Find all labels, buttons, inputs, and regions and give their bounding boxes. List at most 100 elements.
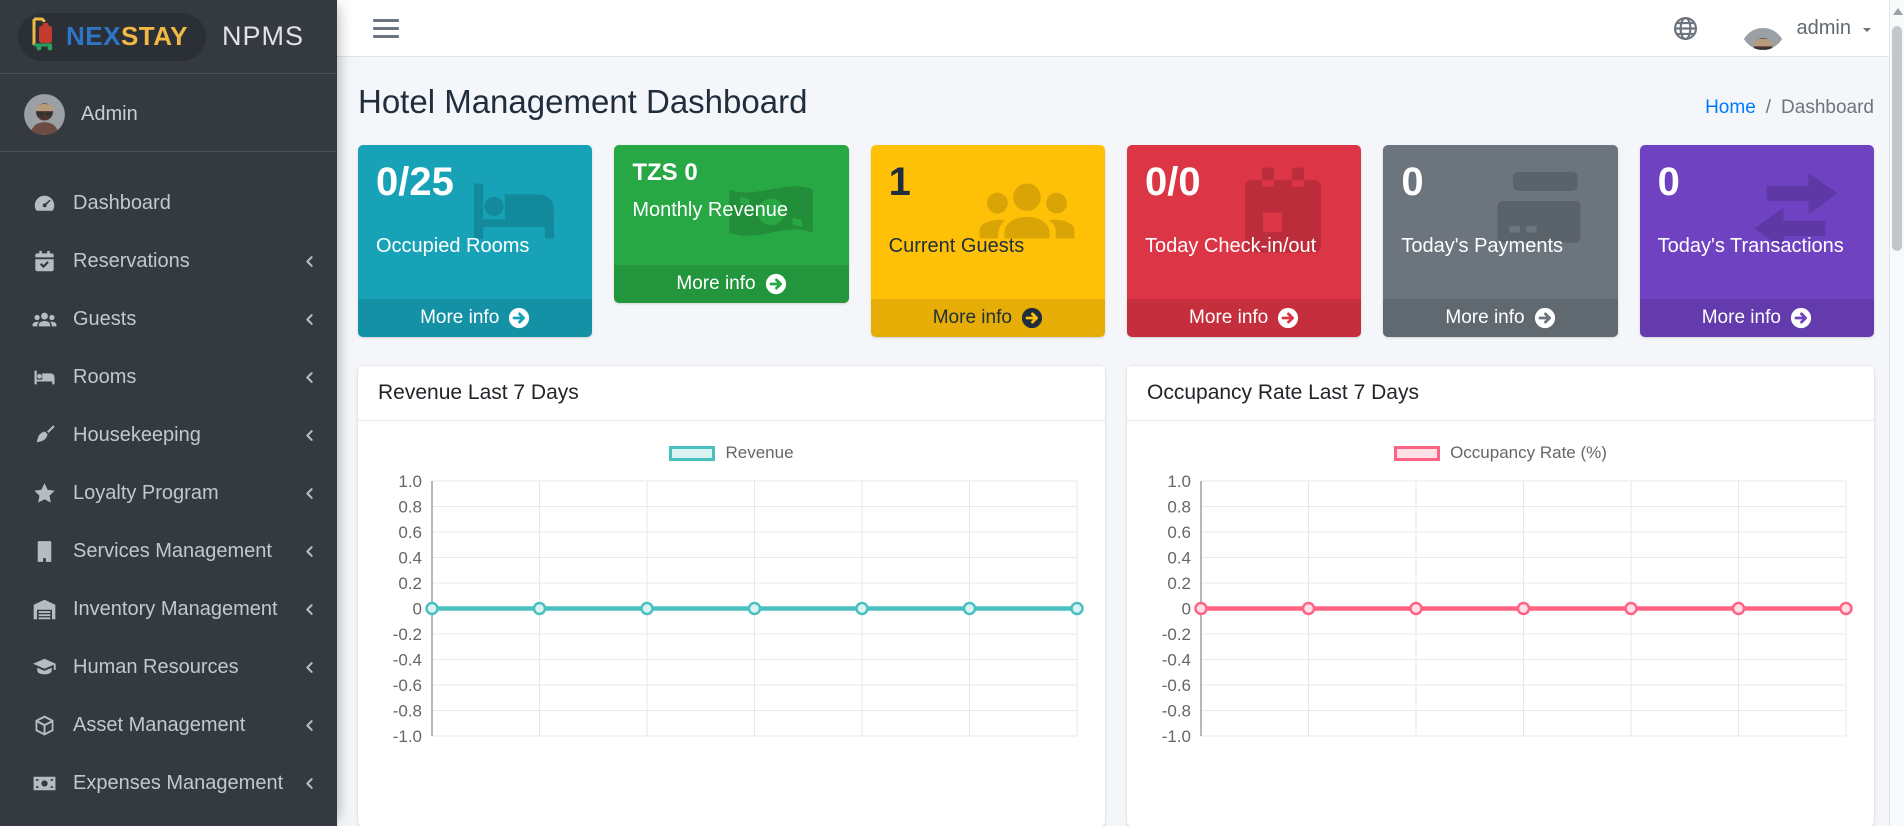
svg-text:0.8: 0.8 [398, 498, 422, 517]
calendar-check-icon [32, 249, 57, 274]
svg-text:0: 0 [1182, 600, 1191, 619]
chevron-left-icon [302, 544, 317, 559]
occupancy-chart-card: Occupancy Rate Last 7 Days Occupancy Rat… [1127, 366, 1874, 826]
vertical-scrollbar[interactable] [1889, 0, 1904, 826]
chevron-left-icon [302, 776, 317, 791]
user-menu[interactable]: admin [1740, 6, 1874, 50]
nexstay-logo: NEXSTAY [18, 12, 206, 61]
chevron-left-icon [302, 370, 317, 385]
chevron-left-icon [302, 660, 317, 675]
caret-down-icon [1860, 23, 1874, 37]
top-navbar: admin [337, 0, 1904, 57]
arrow-circle-right-icon [765, 273, 787, 295]
info-box-value: 0/25 [376, 160, 454, 204]
info-box-label: Occupied Rooms [376, 235, 530, 257]
svg-text:0.2: 0.2 [398, 574, 422, 593]
info-box-today-checkinout: 0/0 Today Check-in/out More info [1126, 145, 1362, 337]
arrow-circle-right-icon [1277, 307, 1299, 329]
star-icon [32, 481, 57, 506]
info-box-row: 0/25 Occupied Rooms More info TZS 0 Mont… [358, 145, 1888, 337]
svg-text:0.4: 0.4 [1167, 549, 1191, 568]
info-box-label: Monthly Revenue [632, 198, 788, 221]
chevron-left-icon [302, 718, 317, 733]
more-info-link[interactable]: More info [1126, 299, 1362, 337]
sidebar-item-rooms[interactable]: Rooms [0, 348, 337, 406]
sidebar-item-asset-management[interactable]: Asset Management [0, 696, 337, 754]
svg-text:-0.6: -0.6 [1162, 676, 1191, 695]
info-box-todays-payments: 0 Today's Payments More info [1383, 145, 1618, 337]
box-icon [32, 713, 57, 738]
hamburger-icon[interactable] [373, 14, 399, 43]
svg-text:-0.8: -0.8 [1162, 702, 1191, 721]
info-box-label: Current Guests [888, 235, 1025, 257]
bed-icon [452, 161, 576, 261]
more-info-link[interactable]: More info [358, 299, 593, 337]
user-avatar [1740, 6, 1785, 50]
more-info-link[interactable]: More info [1383, 299, 1618, 337]
breadcrumb-separator: / [1765, 97, 1772, 118]
chevron-left-icon [302, 602, 317, 617]
svg-text:0.4: 0.4 [398, 549, 422, 568]
exchange-icon [1734, 161, 1858, 261]
sidebar-item-human-resources[interactable]: Human Resources [0, 638, 337, 696]
info-box-todays-transactions: 0 Today's Transactions More info [1639, 145, 1874, 337]
svg-text:-0.4: -0.4 [1162, 651, 1191, 670]
more-info-link[interactable]: More info [614, 265, 849, 303]
svg-text:0.2: 0.2 [1167, 574, 1191, 593]
svg-text:-0.8: -0.8 [393, 702, 422, 721]
svg-text:0.6: 0.6 [398, 523, 422, 542]
scroll-thumb[interactable] [1892, 26, 1902, 251]
revenue-chart-card: Revenue Last 7 Days Revenue 1.0 0.8 0.6 0.4… [358, 366, 1105, 826]
chart-legend[interactable]: Revenue [370, 443, 1093, 463]
card-body: Revenue 1.0 0.8 0.6 0.4 0.2 0 -0.2 -0.4 -0.6 -0.8… [358, 421, 1105, 772]
info-box-occupied-rooms: 0/25 Occupied Rooms More info [358, 145, 593, 337]
svg-text:0.8: 0.8 [1167, 498, 1191, 517]
info-box-label: Today's Payments [1401, 235, 1563, 257]
breadcrumb-home-link[interactable]: Home [1705, 97, 1756, 118]
legend-label: Revenue [725, 443, 794, 462]
sidebar-user-panel[interactable]: Admin [0, 74, 337, 152]
more-info-link[interactable]: More info [1639, 299, 1874, 337]
sidebar-item-services-management[interactable]: Services Management [0, 522, 337, 580]
brand-header[interactable]: NEXSTAY NPMS [0, 0, 337, 74]
svg-text:-0.4: -0.4 [393, 651, 422, 670]
user-avatar [24, 94, 65, 135]
sidebar-item-housekeeping[interactable]: Housekeeping [0, 406, 337, 464]
svg-text:-0.6: -0.6 [393, 676, 422, 695]
sidebar-item-dashboard[interactable]: Dashboard [0, 174, 337, 232]
globe-icon[interactable] [1672, 15, 1699, 42]
page-header: Hotel Management Dashboard Home / Dashboar… [358, 83, 1888, 121]
chevron-left-icon [302, 312, 317, 327]
bed-icon [32, 365, 57, 390]
breadcrumb-current: Dashboard [1781, 97, 1874, 118]
main-area: admin Hotel Management Dashboard Home / Da… [337, 0, 1904, 826]
more-info-link[interactable]: More info [870, 299, 1105, 337]
svg-text:1.0: 1.0 [1167, 472, 1191, 491]
chart-legend[interactable]: Occupancy Rate (%) [1139, 443, 1862, 463]
chevron-left-icon [302, 486, 317, 501]
svg-text:0: 0 [413, 600, 422, 619]
svg-text:0.6: 0.6 [1167, 523, 1191, 542]
page-title: Hotel Management Dashboard [358, 83, 808, 120]
arrow-circle-right-icon [1021, 307, 1043, 329]
calendar-icon [1221, 161, 1345, 261]
sidebar-item-expenses-management[interactable]: Expenses Management [0, 754, 337, 812]
navbar-username: admin [1796, 16, 1851, 39]
sidebar-item-inventory-management[interactable]: Inventory Management [0, 580, 337, 638]
content: Hotel Management Dashboard Home / Dashboar… [337, 57, 1904, 826]
sidebar-item-loyalty-program[interactable]: Loyalty Program [0, 464, 337, 522]
sidebar-item-guests[interactable]: Guests [0, 290, 337, 348]
legend-swatch [1394, 445, 1441, 461]
svg-text:-0.2: -0.2 [1162, 625, 1191, 644]
luggage-cart-icon [30, 17, 60, 56]
card-header: Revenue Last 7 Days [358, 366, 1105, 421]
revenue-chart[interactable]: 1.0 0.8 0.6 0.4 0.2 0 -0.2 -0.4 -0.6 -0.8 -1.0 [370, 467, 1093, 772]
breadcrumb: Home / Dashboard [1705, 97, 1874, 119]
scroll-up-arrow[interactable] [1893, 8, 1903, 15]
info-box-current-guests: 1 Current Guests More info [870, 145, 1105, 337]
sidebar-item-reservations[interactable]: Reservations [0, 232, 337, 290]
occupancy-chart[interactable]: 1.0 0.8 0.6 0.4 0.2 0 -0.2 -0.4 -0.6 -0.8 -1.0 [1139, 467, 1862, 772]
arrow-circle-right-icon [1790, 307, 1812, 329]
credit-card-icon [1478, 161, 1602, 261]
